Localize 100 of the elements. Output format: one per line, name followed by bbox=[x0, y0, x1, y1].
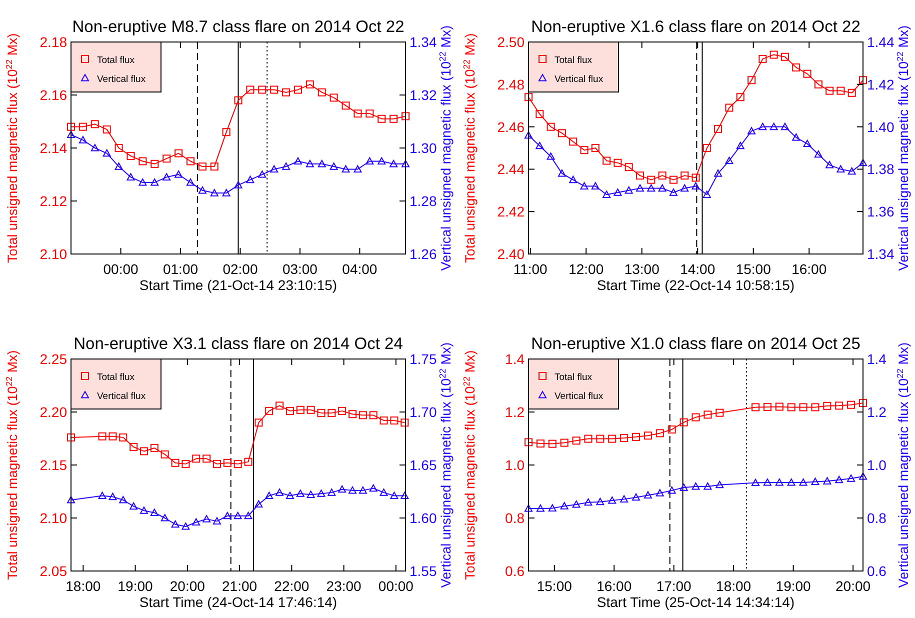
point bbox=[636, 184, 644, 192]
point bbox=[792, 133, 800, 141]
point bbox=[223, 458, 232, 467]
point bbox=[108, 492, 117, 500]
point bbox=[67, 122, 75, 131]
point bbox=[67, 130, 75, 138]
point bbox=[114, 162, 123, 170]
point bbox=[524, 504, 532, 512]
point bbox=[78, 136, 87, 144]
point bbox=[548, 504, 556, 512]
point bbox=[725, 156, 734, 164]
point bbox=[162, 154, 171, 163]
x-tick-label: 20:00 bbox=[836, 578, 871, 594]
point bbox=[716, 408, 724, 417]
point bbox=[584, 498, 592, 506]
point bbox=[596, 434, 604, 443]
point bbox=[608, 496, 616, 504]
point bbox=[702, 144, 711, 152]
point bbox=[400, 492, 409, 500]
point bbox=[378, 157, 386, 165]
point bbox=[222, 128, 230, 136]
point bbox=[348, 410, 356, 418]
point bbox=[246, 176, 254, 184]
point bbox=[318, 160, 326, 168]
point bbox=[328, 488, 336, 496]
legend-label: Vertical flux bbox=[554, 74, 604, 85]
y2-tick-label: 1.70 bbox=[410, 404, 437, 420]
point bbox=[644, 491, 652, 499]
point bbox=[751, 403, 760, 412]
y-tick-label: 1.2 bbox=[505, 404, 525, 420]
y-tick-label: 2.46 bbox=[497, 118, 525, 135]
point bbox=[580, 182, 588, 190]
point bbox=[596, 498, 604, 506]
point bbox=[160, 450, 169, 458]
y2-tick-label: 1.4 bbox=[867, 351, 887, 367]
point bbox=[859, 398, 867, 407]
point bbox=[775, 402, 784, 411]
point bbox=[572, 500, 580, 508]
y2-tick-label: 1.38 bbox=[867, 161, 894, 178]
point bbox=[558, 169, 566, 177]
legend-label: Vertical flux bbox=[554, 391, 604, 402]
point bbox=[524, 93, 532, 102]
x-tick-label: 00:00 bbox=[103, 261, 138, 277]
y-tick-label: 2.12 bbox=[40, 193, 68, 209]
point bbox=[680, 484, 688, 491]
point bbox=[780, 122, 789, 130]
point bbox=[258, 86, 266, 94]
x-tick-label: 22:00 bbox=[274, 578, 310, 594]
point bbox=[632, 432, 640, 441]
point bbox=[98, 432, 106, 440]
point bbox=[354, 165, 362, 172]
point bbox=[725, 104, 734, 112]
y-tick-label: 2.48 bbox=[497, 76, 525, 92]
point bbox=[770, 50, 778, 59]
point bbox=[98, 492, 106, 500]
point bbox=[620, 495, 628, 502]
point bbox=[369, 411, 378, 420]
point bbox=[114, 144, 123, 152]
point bbox=[770, 122, 778, 130]
point bbox=[330, 162, 338, 170]
point bbox=[569, 138, 578, 146]
point bbox=[751, 478, 760, 486]
point bbox=[258, 170, 266, 178]
point bbox=[602, 190, 611, 198]
x-tick-label: 01:00 bbox=[162, 261, 198, 277]
point bbox=[150, 444, 158, 452]
point bbox=[140, 447, 148, 456]
point bbox=[608, 434, 616, 443]
point bbox=[748, 76, 756, 84]
legend-label: Total flux bbox=[554, 372, 592, 383]
point bbox=[624, 186, 633, 194]
point bbox=[150, 178, 159, 186]
point bbox=[390, 114, 398, 123]
point bbox=[369, 484, 378, 492]
point bbox=[848, 167, 856, 175]
point bbox=[244, 458, 252, 466]
point bbox=[548, 440, 556, 448]
point bbox=[536, 110, 544, 118]
point bbox=[90, 120, 99, 128]
point bbox=[140, 506, 148, 514]
point bbox=[306, 490, 315, 498]
x-tick-label: 15:00 bbox=[736, 261, 772, 277]
point bbox=[354, 110, 362, 118]
point bbox=[342, 102, 350, 110]
point bbox=[558, 129, 566, 138]
point bbox=[198, 162, 206, 171]
point bbox=[78, 122, 87, 131]
point bbox=[614, 188, 622, 196]
point bbox=[366, 157, 374, 165]
point bbox=[254, 500, 263, 508]
point bbox=[276, 402, 284, 410]
point bbox=[338, 406, 346, 415]
point bbox=[126, 173, 135, 180]
point bbox=[338, 485, 346, 493]
point bbox=[296, 490, 304, 497]
point bbox=[799, 403, 808, 412]
point bbox=[244, 512, 252, 520]
point bbox=[859, 472, 867, 480]
y-tick-label: 0.8 bbox=[505, 510, 525, 526]
y-tick-label: 1.0 bbox=[505, 457, 525, 473]
